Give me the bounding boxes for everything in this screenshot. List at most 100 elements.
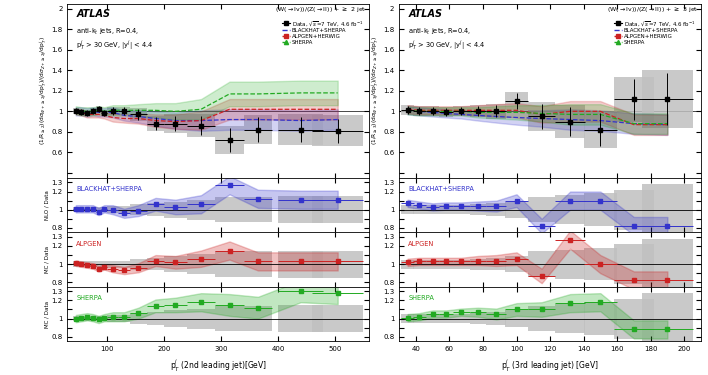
Bar — [278, 251, 324, 278]
Bar — [583, 194, 617, 226]
Text: (W($\rightarrow$lv))/(Z($\rightarrow$l$^{}$l)) + $\geq$ 3 jet: (W($\rightarrow$lv))/(Z($\rightarrow$l$^… — [607, 6, 698, 15]
Bar — [440, 205, 453, 214]
Bar — [118, 206, 130, 213]
Bar — [73, 207, 79, 212]
Bar — [278, 114, 324, 145]
Bar — [401, 260, 414, 268]
Bar — [244, 116, 272, 144]
Bar — [187, 114, 215, 137]
Bar — [215, 306, 244, 331]
Bar — [118, 261, 130, 268]
Y-axis label: MC / Data: MC / Data — [45, 300, 50, 328]
Bar — [583, 111, 617, 148]
Y-axis label: (1/R$_{\geq3}$)(d$\sigma_{W+\geq3j}$/dp$_{T}^{j}$)/(d$\sigma_{Z+\geq3j}$/dp$_{T}: (1/R$_{\geq3}$)(d$\sigma_{W+\geq3j}$/dp$… — [370, 36, 382, 145]
Bar — [642, 70, 692, 128]
Bar — [164, 201, 187, 218]
Bar — [73, 316, 79, 321]
Bar — [215, 126, 244, 154]
Bar — [469, 313, 486, 324]
Bar — [486, 258, 506, 270]
Bar — [453, 205, 469, 214]
Bar — [528, 197, 555, 222]
Bar — [79, 207, 84, 212]
Bar — [107, 315, 118, 322]
Bar — [130, 108, 147, 120]
Bar — [486, 203, 506, 216]
X-axis label: p$_{T}^{j}$ (3rd leading jet) [GeV]: p$_{T}^{j}$ (3rd leading jet) [GeV] — [501, 358, 599, 374]
Bar — [101, 110, 107, 117]
Bar — [187, 309, 215, 328]
Bar — [73, 261, 79, 267]
Text: SHERPA: SHERPA — [76, 295, 102, 301]
Bar — [96, 316, 101, 321]
Bar — [84, 261, 90, 267]
Text: (W($\rightarrow$lv))/(Z($\rightarrow$l$^{}$l)) + $\geq$ 2 jet: (W($\rightarrow$lv))/(Z($\rightarrow$l$^… — [275, 6, 366, 15]
Bar — [90, 261, 96, 267]
Bar — [583, 248, 617, 280]
Bar — [84, 207, 90, 212]
Legend: Data, $\sqrt{s}$=7 TeV, 4.6 fb$^{-1}$, BLACKHAT+SHERPA, ALPGEN+HERWIG, SHERPA: Data, $\sqrt{s}$=7 TeV, 4.6 fb$^{-1}$, B… — [614, 19, 695, 45]
Bar — [244, 306, 272, 331]
Bar — [413, 314, 426, 323]
Bar — [469, 204, 486, 215]
Text: p$_{T}^{j}$ > 30 GeV, |y$^{j}$| < 4.4: p$_{T}^{j}$ > 30 GeV, |y$^{j}$| < 4.4 — [76, 39, 154, 52]
Bar — [426, 106, 440, 117]
Text: ATLAS: ATLAS — [76, 9, 110, 19]
Bar — [79, 261, 84, 267]
Bar — [278, 305, 324, 332]
Bar — [312, 196, 363, 223]
Bar — [84, 316, 90, 321]
Bar — [401, 205, 414, 214]
Legend: Data, $\sqrt{s}$=7 TeV, 4.6 fb$^{-1}$, BLACKHAT+SHERPA, ALPGEN+HERWIG, SHERPA: Data, $\sqrt{s}$=7 TeV, 4.6 fb$^{-1}$, B… — [282, 19, 363, 45]
Y-axis label: (1/R$_{\geq2}$)(d$\sigma_{W+\geq2j}$/dp$_{T}^{j}$)/(d$\sigma_{Z+\geq2j}$/dp$_{T}: (1/R$_{\geq2}$)(d$\sigma_{W+\geq2j}$/dp$… — [38, 36, 50, 145]
Bar — [486, 104, 506, 118]
Bar — [130, 204, 147, 215]
Bar — [505, 201, 528, 218]
Bar — [614, 76, 654, 122]
Bar — [505, 256, 528, 272]
Bar — [583, 302, 617, 335]
Bar — [312, 116, 363, 146]
Bar — [147, 312, 164, 325]
Bar — [642, 184, 692, 235]
Text: anti-k$_{t}$ jets, R=0.4,: anti-k$_{t}$ jets, R=0.4, — [409, 26, 472, 37]
Bar — [107, 107, 118, 116]
Bar — [118, 315, 130, 322]
Text: ALPGEN: ALPGEN — [409, 240, 435, 246]
Bar — [426, 205, 440, 214]
Bar — [101, 316, 107, 321]
Bar — [84, 110, 90, 117]
Bar — [413, 205, 426, 214]
Bar — [101, 207, 107, 212]
Bar — [469, 259, 486, 270]
Bar — [312, 305, 363, 332]
Text: anti-k$_{t}$ jets, R=0.4,: anti-k$_{t}$ jets, R=0.4, — [76, 26, 139, 37]
Bar — [555, 304, 586, 333]
Bar — [107, 261, 118, 268]
Bar — [555, 195, 586, 224]
Bar — [101, 261, 107, 267]
Bar — [244, 197, 272, 222]
Bar — [130, 313, 147, 324]
Text: SHERPA: SHERPA — [409, 295, 434, 301]
Bar — [130, 259, 147, 270]
Bar — [401, 105, 414, 116]
Bar — [164, 310, 187, 327]
Bar — [96, 106, 101, 112]
X-axis label: p$_{T}^{j}$ (2nd leading jet)[GeV]: p$_{T}^{j}$ (2nd leading jet)[GeV] — [169, 358, 267, 374]
Text: ATLAS: ATLAS — [409, 9, 442, 19]
Bar — [440, 107, 453, 117]
Bar — [96, 261, 101, 267]
Bar — [469, 105, 486, 117]
Bar — [528, 102, 555, 131]
Bar — [401, 314, 414, 323]
Bar — [147, 258, 164, 270]
Bar — [426, 314, 440, 323]
Bar — [453, 106, 469, 117]
Bar — [244, 251, 272, 277]
Bar — [90, 207, 96, 212]
Bar — [164, 114, 187, 133]
Bar — [440, 260, 453, 268]
Bar — [486, 312, 506, 325]
Bar — [453, 260, 469, 268]
